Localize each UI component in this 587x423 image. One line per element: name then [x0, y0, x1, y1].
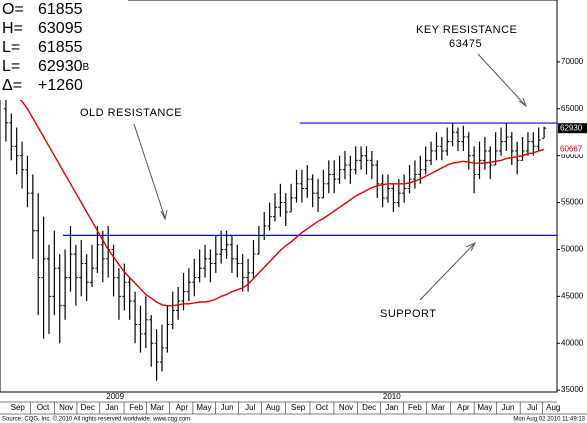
quote-value: 61855 [38, 1, 83, 18]
moving-average [5, 89, 545, 307]
x-tick-label: Dec [362, 403, 376, 412]
x-tick-label: Sep [11, 403, 26, 412]
quote-label: H= [2, 20, 23, 37]
x-tick-label: Jan [385, 403, 398, 412]
x-tick-label: Feb [129, 403, 143, 412]
arrow-head [465, 241, 477, 252]
annotation: KEY RESISTANCE [416, 24, 517, 36]
y-tick-label: 65000 [561, 104, 584, 113]
ma-price-label: 60667 [560, 145, 583, 154]
annotation: SUPPORT [380, 308, 436, 320]
y-tick-label: 60000 [561, 151, 584, 160]
x-tick-label: Dec [81, 403, 95, 412]
x-tick-label: Mar [150, 403, 164, 412]
annotation-arrows [133, 53, 528, 301]
quote-label: Δ= [2, 77, 22, 94]
last-price-label: 62930 [560, 123, 583, 132]
arrow [477, 53, 526, 106]
x-tick-label: Jun [221, 403, 234, 412]
annotation: 63475 [449, 38, 482, 50]
quote-flag: B [83, 62, 90, 73]
x-tick-label: Sep [291, 403, 306, 412]
arrow [133, 123, 166, 219]
annotation: OLD RESISTANCE [80, 107, 182, 119]
x-tick-label: Nov [339, 403, 353, 412]
x-tick-label: Mar [431, 403, 445, 412]
arrow-head [160, 209, 168, 221]
x-tick-label: Nov [59, 403, 73, 412]
quote-value: 62930B [38, 58, 90, 75]
y-tick-label: 40000 [561, 338, 584, 347]
x-tick-label: Apr [176, 403, 189, 412]
x-tick-label: Aug [546, 403, 560, 412]
year-label: 2009 [106, 392, 124, 401]
x-tick-label: Apr [457, 403, 470, 412]
y-tick-label: 55000 [561, 198, 584, 207]
x-tick-label: May [196, 403, 211, 412]
y-tick-label: 45000 [561, 291, 584, 300]
x-tick-label: Jul [527, 403, 537, 412]
year-label: 2010 [383, 392, 401, 401]
quote-panel [0, 0, 128, 100]
arrow-head [518, 97, 528, 108]
x-tick-label: Oct [316, 403, 329, 412]
x-tick-label: Jun [502, 403, 515, 412]
y-tick-label: 70000 [561, 57, 584, 66]
quote-label: L= [2, 58, 20, 75]
quote-value: +1260 [38, 77, 83, 94]
quote-value: 63095 [38, 20, 83, 37]
ma-tag [558, 144, 587, 155]
x-tick-label: May [477, 403, 492, 412]
y-tick-label: 50000 [561, 245, 584, 254]
last-price-tag [558, 123, 587, 134]
footer-timestamp: Mon Aug 02 2010 11:49:13 [513, 417, 585, 423]
x-tick-label: Jul [245, 403, 255, 412]
x-tick-label: Oct [37, 403, 50, 412]
quote-value: 61855 [38, 39, 83, 56]
x-tick-label: Jan [105, 403, 118, 412]
x-tick-label: Aug [266, 403, 280, 412]
x-tick-label: Feb [408, 403, 422, 412]
footer-source: Source: CQG, Inc. © 2010 All rights rese… [2, 416, 190, 423]
y-tick-label: 35000 [561, 385, 584, 394]
quote-label: O= [2, 1, 24, 18]
arrow [419, 243, 475, 301]
quote-label: L= [2, 39, 20, 56]
